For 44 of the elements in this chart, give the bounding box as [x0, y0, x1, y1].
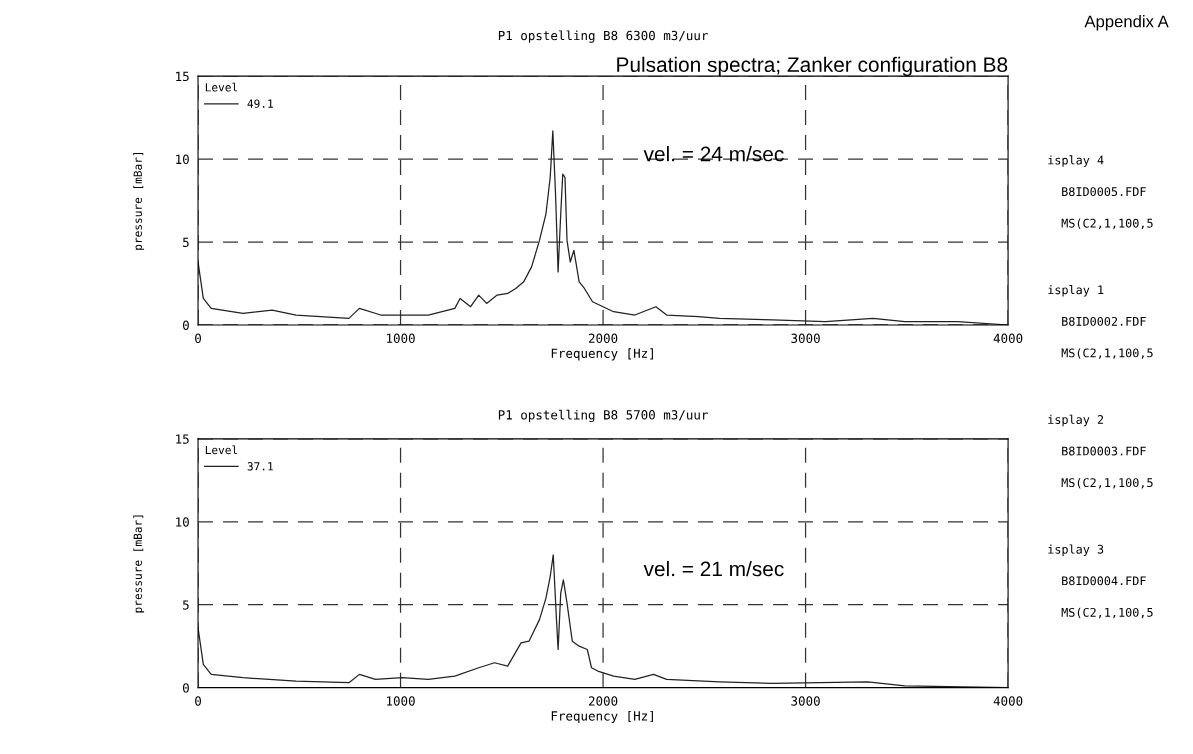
annotation: Pulsation spectra; Zanker configuration B8 — [617, 56, 1008, 77]
annotation: vel. = 21 m/sec — [643, 560, 784, 577]
x-tick-label: 1000 — [387, 333, 415, 344]
legend-label: 49.1 — [247, 99, 273, 108]
y-tick-label: 15 — [176, 71, 189, 82]
y-tick-label: 0 — [182, 320, 189, 330]
text: MS(C2,1,100,5 — [1061, 218, 1153, 230]
y-axis-title: pressure [mBar] — [133, 515, 145, 613]
x-tick-label: 2000 — [588, 333, 618, 344]
x-tick-label: 3000 — [791, 696, 820, 706]
text: isplay 2 — [1048, 414, 1104, 427]
x-tick-label: 4000 — [993, 696, 1023, 706]
x-tick-label: 1000 — [387, 696, 415, 706]
annotation: vel. = 24 m/sec — [643, 146, 784, 162]
text: B8ID0004.FDF — [1062, 576, 1146, 586]
y-tick-label: 10 — [176, 154, 189, 165]
text: B8ID0002.FDF — [1062, 316, 1146, 326]
y-tick-label: 10 — [176, 517, 189, 527]
text: MS(C2,1,100,5 — [1061, 607, 1153, 619]
chart-title: P1 opstelling B8 6300 m3/uur — [498, 30, 708, 43]
x-tick-label: 3000 — [791, 333, 820, 344]
y-tick-label: 5 — [183, 600, 189, 610]
y-axis-title: pressure [mBar] — [133, 152, 145, 250]
text: isplay 1 — [1048, 285, 1104, 297]
x-tick-label: 4000 — [993, 333, 1023, 344]
text: B8ID0003.FDF — [1062, 446, 1146, 456]
text: Appendix A — [1084, 15, 1169, 31]
x-axis-title: Frequency [Hz] — [551, 710, 653, 724]
text: isplay 3 — [1048, 544, 1104, 556]
legend-title: Level — [205, 82, 238, 92]
text: isplay 4 — [1048, 155, 1104, 167]
x-axis-title: Frequency [Hz] — [551, 348, 653, 361]
x-tick-label: 2000 — [588, 696, 618, 706]
y-tick-label: 0 — [182, 683, 189, 693]
text: MS(C2,1,100,5 — [1061, 348, 1153, 359]
y-tick-label: 15 — [176, 434, 189, 444]
text: B8ID0005.FDF — [1062, 187, 1146, 197]
legend-title: Level — [205, 445, 238, 455]
legend-label: 37.1 — [247, 462, 273, 471]
x-tick-label: 0 — [195, 696, 201, 706]
x-tick-label: 0 — [195, 333, 201, 344]
text: MS(C2,1,100,5 — [1061, 477, 1153, 489]
chart-title: P1 opstelling B8 5700 m3/uur — [498, 409, 708, 423]
y-tick-label: 5 — [183, 237, 189, 247]
